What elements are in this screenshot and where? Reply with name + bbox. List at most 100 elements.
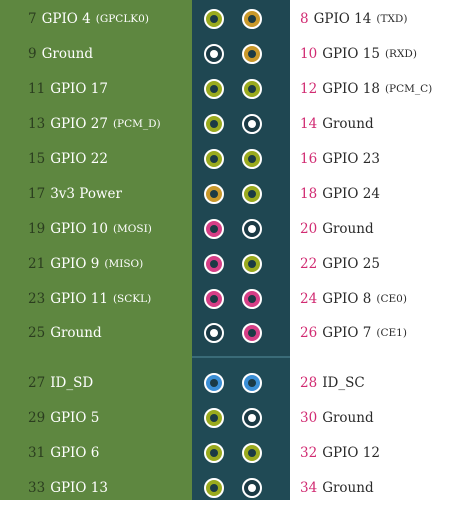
pin-number: 12 [300,81,318,97]
pin-label-left: 13 GPIO 27 (PCM_D) [0,107,192,141]
pin-number: 11 [28,81,46,97]
pin-number: 33 [28,480,46,496]
pin-hole [248,155,256,163]
pin-number: 22 [300,256,318,272]
pin-number: 7 [28,11,37,27]
pin-number: 8 [300,11,309,27]
pin-hole [248,329,256,337]
pin-function: (MOSI) [112,223,152,235]
pin-left-gpio [204,149,224,169]
pin-hole [210,260,218,268]
pin-function: (MISO) [104,258,144,270]
pin-label-left: 25 Ground [0,316,192,350]
pin-number: 13 [28,116,46,132]
pin-right-power_5v [242,44,262,64]
pin-label-right: 8 GPIO 14 (TXD) [290,2,452,36]
pin-label-left: 7 GPIO 4 (GPCLK0) [0,2,192,36]
pin-function: (RXD) [384,48,417,60]
pin-hole [210,329,218,337]
pin-left-gpio [204,79,224,99]
pin-name: GPIO 17 [50,81,108,97]
pin-label-left: 17 3v3 Power [0,177,192,211]
pin-hole [210,15,218,23]
pin-hole [210,190,218,198]
pin-label-left: 11 GPIO 17 [0,72,192,106]
pin-number: 28 [300,375,318,391]
pin-function: (CE1) [376,327,407,339]
pin-name: Ground [322,116,374,132]
pin-label-right: 16 GPIO 23 [290,142,452,176]
pin-name: GPIO 25 [322,256,380,272]
pin-name: GPIO 23 [322,151,380,167]
pin-label-left: 33 GPIO 13 [0,471,192,505]
pin-label-right: 12 GPIO 18 (PCM_C) [290,72,452,106]
pin-label-right: 30 Ground [290,401,452,435]
pin-hole [210,225,218,233]
pin-number: 32 [300,445,318,461]
pin-label-left: 27 ID_SD [0,366,192,400]
pin-right-gpio [242,79,262,99]
pin-right-ground [242,114,262,134]
pin-right-id_eeprom [242,373,262,393]
pin-number: 30 [300,410,318,426]
pin-label-left: 15 GPIO 22 [0,142,192,176]
pin-label-left: 31 GPIO 6 [0,436,192,470]
pin-name: Ground [41,46,93,62]
pin-number: 25 [28,325,46,341]
pin-label-left: 29 GPIO 5 [0,401,192,435]
pin-left-ground [204,323,224,343]
pin-number: 29 [28,410,46,426]
pin-left-id_eeprom [204,373,224,393]
pin-left-gpio [204,443,224,463]
pin-name: GPIO 22 [50,151,108,167]
pin-name: GPIO 7 [322,325,372,341]
pin-label-right: 20 Ground [290,212,452,246]
pin-label-right: 10 GPIO 15 (RXD) [290,37,452,71]
pin-right-gpio [242,184,262,204]
pin-name: GPIO 18 [322,81,380,97]
pin-name: Ground [322,410,374,426]
left-panel [0,0,192,500]
pin-hole [210,449,218,457]
pin-function: (TXD) [376,13,408,25]
pin-label-right: 26 GPIO 7 (CE1) [290,316,452,350]
pin-name: GPIO 11 [50,291,108,307]
pin-name: Ground [50,325,102,341]
pin-hole [248,449,256,457]
pin-hole [248,120,256,128]
pin-number: 9 [28,46,37,62]
pin-label-right: 18 GPIO 24 [290,177,452,211]
pin-function: (PCM_C) [384,83,433,95]
pin-function: (GPCLK0) [95,13,149,25]
pin-number: 20 [300,221,318,237]
pin-name: 3v3 Power [50,186,122,202]
pin-label-right: 32 GPIO 12 [290,436,452,470]
pin-hole [248,414,256,422]
pin-hole [210,414,218,422]
pin-right-gpio [242,254,262,274]
pin-name: Ground [322,221,374,237]
pin-left-spi [204,254,224,274]
pin-number: 10 [300,46,318,62]
pin-name: GPIO 15 [322,46,380,62]
pin-left-gpio [204,478,224,498]
pin-hole [248,260,256,268]
pin-hole [210,484,218,492]
pin-number: 19 [28,221,46,237]
pin-right-spi [242,323,262,343]
pin-name: GPIO 12 [322,445,380,461]
pin-hole [210,50,218,58]
pin-number: 23 [28,291,46,307]
pin-label-right: 22 GPIO 25 [290,247,452,281]
pin-hole [248,85,256,93]
pin-hole [248,15,256,23]
pin-hole [248,295,256,303]
pin-name: GPIO 5 [50,410,100,426]
pin-right-ground [242,408,262,428]
pin-hole [210,85,218,93]
pin-right-ground [242,219,262,239]
pin-label-left: 9 Ground [0,37,192,71]
pin-label-left: 23 GPIO 11 (SCKL) [0,282,192,316]
pin-label-right: 28 ID_SC [290,366,452,400]
pin-hole [248,190,256,198]
